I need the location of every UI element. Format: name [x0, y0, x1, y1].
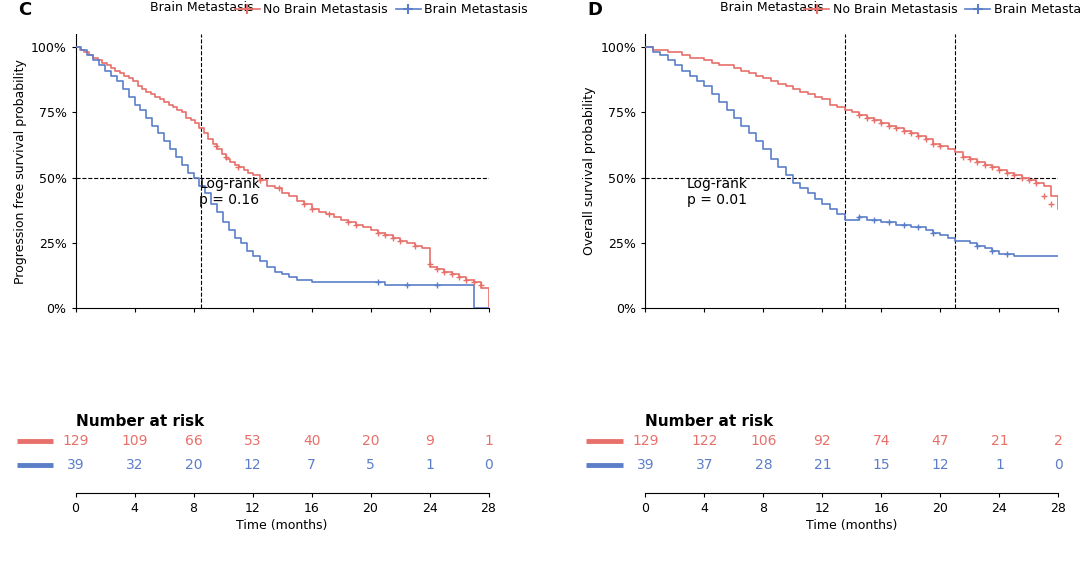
- Text: 12: 12: [932, 458, 949, 472]
- Text: Brain Metastasis: Brain Metastasis: [150, 1, 254, 14]
- Text: 53: 53: [244, 434, 261, 448]
- Y-axis label: Progression free survival probability: Progression free survival probability: [14, 59, 27, 284]
- Text: 47: 47: [932, 434, 949, 448]
- X-axis label: Time (months): Time (months): [807, 519, 897, 532]
- Legend: No Brain Metastasis, Brain Metastasis: No Brain Metastasis, Brain Metastasis: [805, 3, 1080, 16]
- Text: 0: 0: [1054, 458, 1063, 472]
- Text: 39: 39: [67, 458, 84, 472]
- Text: 40: 40: [302, 434, 321, 448]
- Text: 2: 2: [1054, 434, 1063, 448]
- Text: Number at risk: Number at risk: [646, 413, 773, 429]
- Text: Log-rank
p = 0.01: Log-rank p = 0.01: [687, 177, 747, 207]
- Text: 32: 32: [126, 458, 144, 472]
- Text: Brain Metastasis: Brain Metastasis: [719, 1, 823, 14]
- Legend: No Brain Metastasis, Brain Metastasis: No Brain Metastasis, Brain Metastasis: [234, 3, 528, 16]
- Text: 12: 12: [244, 458, 261, 472]
- Text: 5: 5: [366, 458, 375, 472]
- Text: 92: 92: [813, 434, 832, 448]
- Text: 20: 20: [185, 458, 202, 472]
- Text: Number at risk: Number at risk: [76, 413, 204, 429]
- X-axis label: Time (months): Time (months): [237, 519, 327, 532]
- Text: C: C: [17, 1, 31, 19]
- Text: 1: 1: [426, 458, 434, 472]
- Text: 129: 129: [63, 434, 89, 448]
- Text: 37: 37: [696, 458, 713, 472]
- Text: 39: 39: [636, 458, 654, 472]
- Text: 1: 1: [995, 458, 1003, 472]
- Text: 66: 66: [185, 434, 202, 448]
- Text: Log-rank
p = 0.16: Log-rank p = 0.16: [200, 177, 260, 207]
- Text: 74: 74: [873, 434, 890, 448]
- Text: 106: 106: [751, 434, 777, 448]
- Text: 1: 1: [484, 434, 492, 448]
- Text: 109: 109: [121, 434, 148, 448]
- Text: D: D: [588, 1, 603, 19]
- Text: 20: 20: [362, 434, 379, 448]
- Y-axis label: Overall survival probability: Overall survival probability: [583, 87, 596, 256]
- Text: 9: 9: [426, 434, 434, 448]
- Text: 15: 15: [873, 458, 890, 472]
- Text: 0: 0: [484, 458, 492, 472]
- Text: 122: 122: [691, 434, 717, 448]
- Text: 7: 7: [307, 458, 316, 472]
- Text: 21: 21: [813, 458, 832, 472]
- Text: 21: 21: [990, 434, 1009, 448]
- Text: 28: 28: [755, 458, 772, 472]
- Text: 129: 129: [632, 434, 659, 448]
